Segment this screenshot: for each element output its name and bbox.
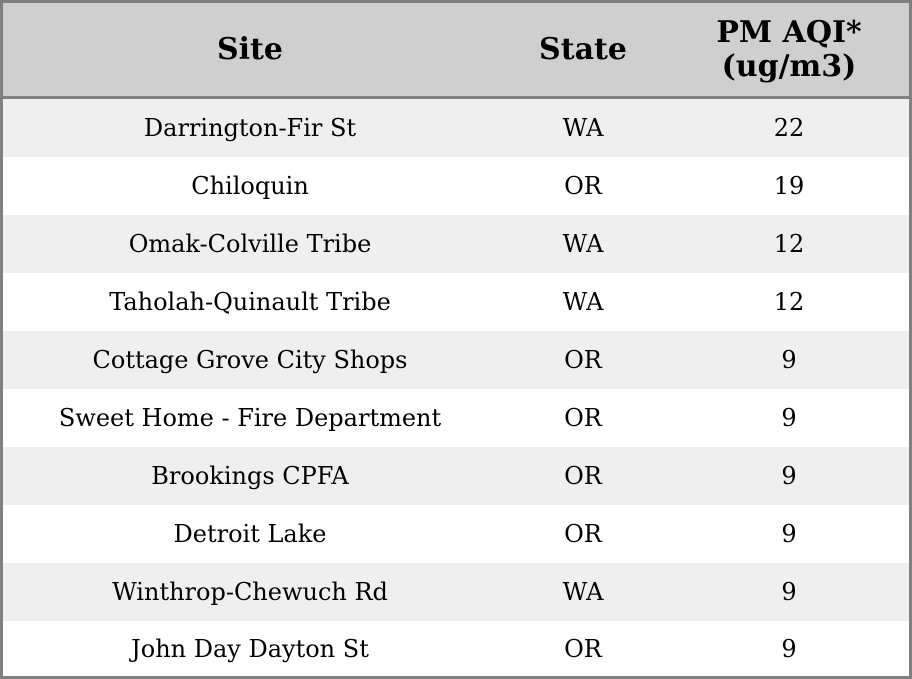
state-cell: OR [497,505,669,563]
site-cell: Brookings CPFA [3,447,497,505]
table-row: Cottage Grove City Shops OR 9 [3,331,909,389]
table-row: John Day Dayton St OR 9 [3,621,909,676]
site-cell: Sweet Home - Fire Department [3,389,497,447]
state-cell: OR [497,331,669,389]
state-cell: WA [497,215,669,273]
state-cell: OR [497,447,669,505]
table-row: Chiloquin OR 19 [3,157,909,215]
table-row: Omak-Colville Tribe WA 12 [3,215,909,273]
state-cell: OR [497,157,669,215]
header-state-label: State [539,31,627,67]
state-cell: WA [497,563,669,621]
pm-aqi-cell: 22 [669,97,909,157]
site-cell: Detroit Lake [3,505,497,563]
state-cell: WA [497,273,669,331]
header-state: State [497,3,669,99]
pm-aqi-cell: 12 [669,215,909,273]
header-row: Site State PM AQI* (ug/m3) [3,3,909,99]
site-cell: Omak-Colville Tribe [3,215,497,273]
pm-aqi-cell: 9 [669,505,909,563]
pm-aqi-cell: 9 [669,389,909,447]
table-row: Brookings CPFA OR 9 [3,447,909,505]
header-pm-aqi-line2: (ug/m3) [721,48,857,84]
site-cell: Cottage Grove City Shops [3,331,497,389]
site-cell: Taholah-Quinault Tribe [3,273,497,331]
pm-aqi-cell: 9 [669,621,909,676]
pm-aqi-cell: 9 [669,447,909,505]
state-cell: WA [497,97,669,157]
state-cell: OR [497,621,669,676]
pm-aqi-cell: 9 [669,563,909,621]
site-cell: Winthrop-Chewuch Rd [3,563,497,621]
table-row: Darrington-Fir St WA 22 [3,97,909,157]
state-cell: OR [497,389,669,447]
header-pm-aqi-line1: PM AQI* [716,14,862,50]
pm-aqi-cell: 12 [669,273,909,331]
table-row: Sweet Home - Fire Department OR 9 [3,389,909,447]
site-cell: Chiloquin [3,157,497,215]
table-header: Site State PM AQI* (ug/m3) [3,3,909,99]
table-row: Winthrop-Chewuch Rd WA 9 [3,563,909,621]
header-pm-aqi: PM AQI* (ug/m3) [669,3,909,99]
header-site-label: Site [216,31,283,67]
table-row: Detroit Lake OR 9 [3,505,909,563]
pm-aqi-cell: 9 [669,331,909,389]
pm-aqi-cell: 19 [669,157,909,215]
site-cell: Darrington-Fir St [3,97,497,157]
table-body: Darrington-Fir St WA 22 Chiloquin OR 19 Omak-C… [3,97,909,676]
site-cell: John Day Dayton St [3,621,497,676]
header-site: Site [3,3,497,99]
aqi-table: Site State PM AQI* (ug/m3) Darrington-Fi… [3,3,909,676]
table-row: Taholah-Quinault Tribe WA 12 [3,273,909,331]
